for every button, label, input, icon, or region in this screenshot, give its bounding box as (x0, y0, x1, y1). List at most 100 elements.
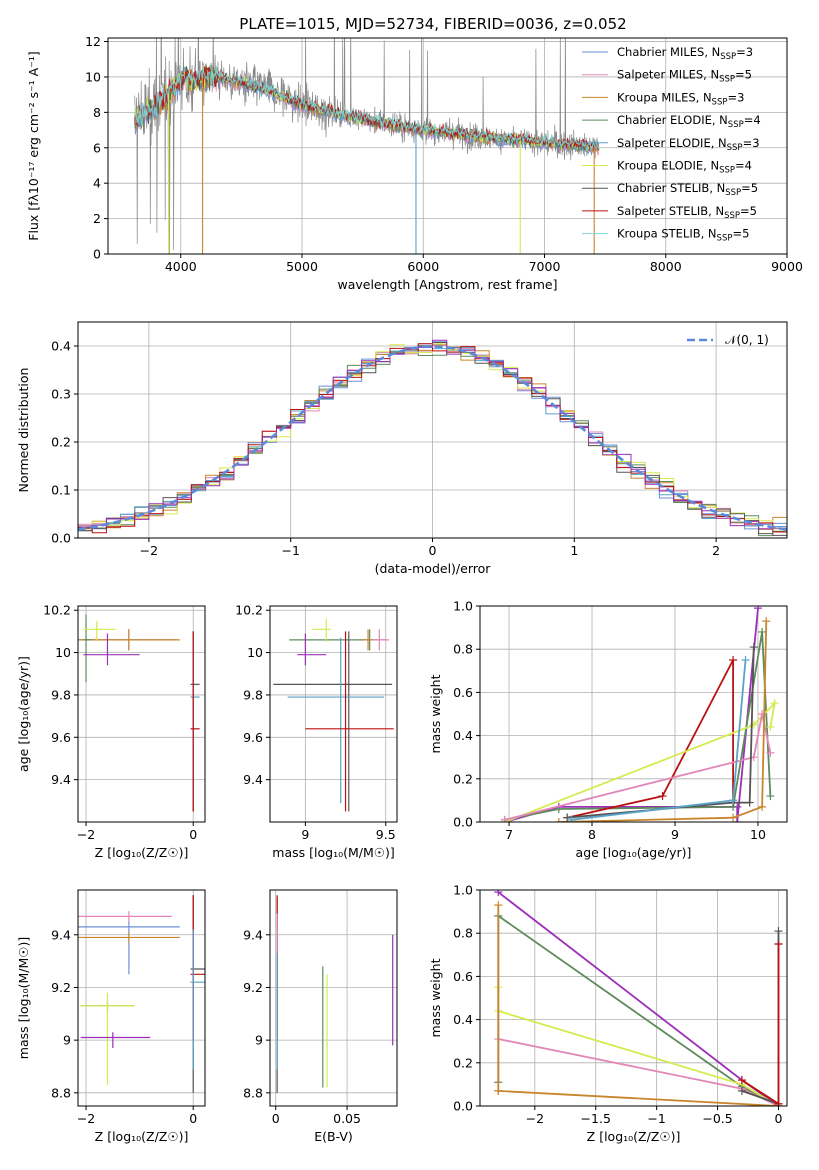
x-axis-label: (data-model)/error (375, 561, 492, 576)
y-tick-label: 0 (93, 247, 101, 262)
point-6 (287, 637, 385, 803)
y-tick-label: 9 (63, 1033, 71, 1048)
massweight-marker (494, 901, 503, 910)
y-axis-label: mass weight (428, 958, 443, 1037)
y-axis-label: mass [log₁₀(M/M☉)] (16, 937, 31, 1059)
y-tick-label: 9.8 (243, 687, 263, 702)
x-tick-label: 10 (750, 827, 766, 842)
x-tick-label: −2 (140, 543, 158, 558)
y-tick-label: 0.8 (453, 926, 473, 941)
massweight-marker (766, 748, 775, 757)
y-tick-label: 9.2 (243, 980, 263, 995)
massweight-series-1 (497, 914, 779, 1106)
point-5 (80, 1032, 151, 1049)
point-8 (190, 929, 205, 1070)
x-tick-label: 4000 (165, 259, 197, 274)
x-tick-label: 7 (505, 827, 513, 842)
y-tick-label: 0.4 (453, 728, 473, 743)
axes-frame (107, 37, 788, 255)
y-axis-label: age [log₁₀(age/yr)] (16, 656, 31, 772)
point-2 (78, 629, 180, 651)
legend-label: Salpeter ELODIE, NSSP=3 (617, 136, 760, 153)
x-tick-label: 9000 (771, 259, 803, 274)
axes-frame (479, 889, 788, 1107)
panel-age_vs_Z: −2 0 9.4 9.6 9.8 10 10.2 Z [log₁₀(Z/Z☉)] age [lo… (16, 603, 206, 860)
residual-histogram-3 (78, 347, 787, 537)
massweight-marker (745, 798, 754, 807)
massweight-marker (737, 1076, 746, 1085)
y-tick-label: 0.2 (453, 771, 473, 786)
x-tick-label: 9 (301, 827, 309, 842)
plot-area (78, 895, 205, 1093)
normal-curve (78, 345, 787, 531)
axes-frame (479, 605, 788, 823)
y-tick-label: 9.4 (243, 927, 263, 942)
massweight-marker (658, 792, 667, 801)
point-5 (83, 633, 140, 666)
y-tick-label: 9.4 (51, 927, 71, 942)
x-axis-label: Z [log₁₀(Z/Z☉)] (587, 1129, 681, 1144)
plot-area (78, 339, 787, 537)
massweight-series-0 (497, 891, 780, 1106)
y-tick-label: 12 (85, 34, 101, 49)
plot-area (273, 618, 394, 812)
massweight-marker (500, 815, 509, 822)
figure-title: PLATE=1015, MJD=52734, FIBERID=0036, z=0… (239, 15, 626, 33)
y-tick-label: 8 (93, 105, 101, 120)
y-tick-label: 0.4 (51, 339, 71, 354)
plot-area (494, 890, 783, 1106)
y-tick-label: 0.2 (453, 1055, 473, 1070)
plot-area (500, 606, 779, 822)
y-tick-label: 10 (55, 645, 71, 660)
x-axis-label: E(B-V) (314, 1129, 353, 1144)
y-tick-label: 10.2 (43, 603, 71, 618)
x-axis-label: Z [log₁₀(Z/Z☉)] (95, 845, 189, 860)
plot-area (134, 38, 600, 254)
legend-label: Kroupa MILES, NSSP=3 (617, 90, 744, 107)
y-tick-label: 2 (93, 211, 101, 226)
massweight-marker (758, 802, 767, 811)
point-0 (78, 911, 172, 922)
point-4 (80, 992, 135, 1085)
y-tick-label: 0.4 (453, 1012, 473, 1027)
point-4 (297, 633, 327, 666)
panel-massweight_vs_Z: −2 −1.5 −1 −0.5 0 0.0 0.2 0.4 0.6 0.8 1.0 Z [log₁₀(… (428, 883, 788, 1144)
massweight-marker (733, 818, 742, 822)
legend-label: Kroupa STELIB, NSSP=5 (617, 227, 749, 244)
point-3 (311, 618, 332, 642)
x-tick-label: 0 (272, 1111, 280, 1126)
point-3 (83, 614, 92, 683)
x-tick-label: −2 (526, 1111, 544, 1126)
panel-spectrum: 4000 5000 6000 7000 8000 9000 0 2 4 6 8 10 12 wavelen… (26, 34, 803, 292)
legend-label: Kroupa ELODIE, NSSP=4 (617, 159, 752, 176)
y-tick-label: 8.8 (51, 1085, 71, 1100)
y-tick-label: 0.1 (51, 483, 71, 498)
y-tick-label: 8.8 (243, 1085, 263, 1100)
point-1 (371, 629, 389, 651)
y-tick-label: 6 (93, 140, 101, 155)
y-tick-label: 9.2 (51, 980, 71, 995)
y-axis-label: mass weight (428, 674, 443, 753)
legend-label: Chabrier MILES, NSSP=3 (617, 45, 753, 62)
x-axis-label: age [log₁₀(age/yr)] (576, 845, 692, 860)
legend-label: Salpeter MILES, NSSP=5 (617, 68, 752, 85)
y-tick-label: 0.6 (453, 685, 473, 700)
massweight-series-0 (504, 608, 759, 822)
y-tick-label: 10 (247, 645, 263, 660)
point-2 (363, 629, 373, 651)
x-tick-label: 0 (189, 1111, 197, 1126)
massweight-marker (770, 699, 779, 708)
legend-label: 𝒩(0, 1) (725, 333, 769, 347)
massweight-series-5 (558, 621, 768, 822)
plot-area (78, 614, 200, 812)
x-tick-label: 0 (774, 1111, 782, 1126)
x-tick-label: −1.5 (581, 1111, 611, 1126)
massweight-marker (494, 890, 503, 897)
x-tick-label: 7000 (529, 259, 561, 274)
point-7 (305, 631, 394, 812)
massweight-marker (494, 1086, 503, 1095)
x-tick-label: 8 (588, 827, 596, 842)
x-tick-label: 0.05 (333, 1111, 361, 1126)
y-axis-label: Normed distribution (16, 368, 31, 493)
